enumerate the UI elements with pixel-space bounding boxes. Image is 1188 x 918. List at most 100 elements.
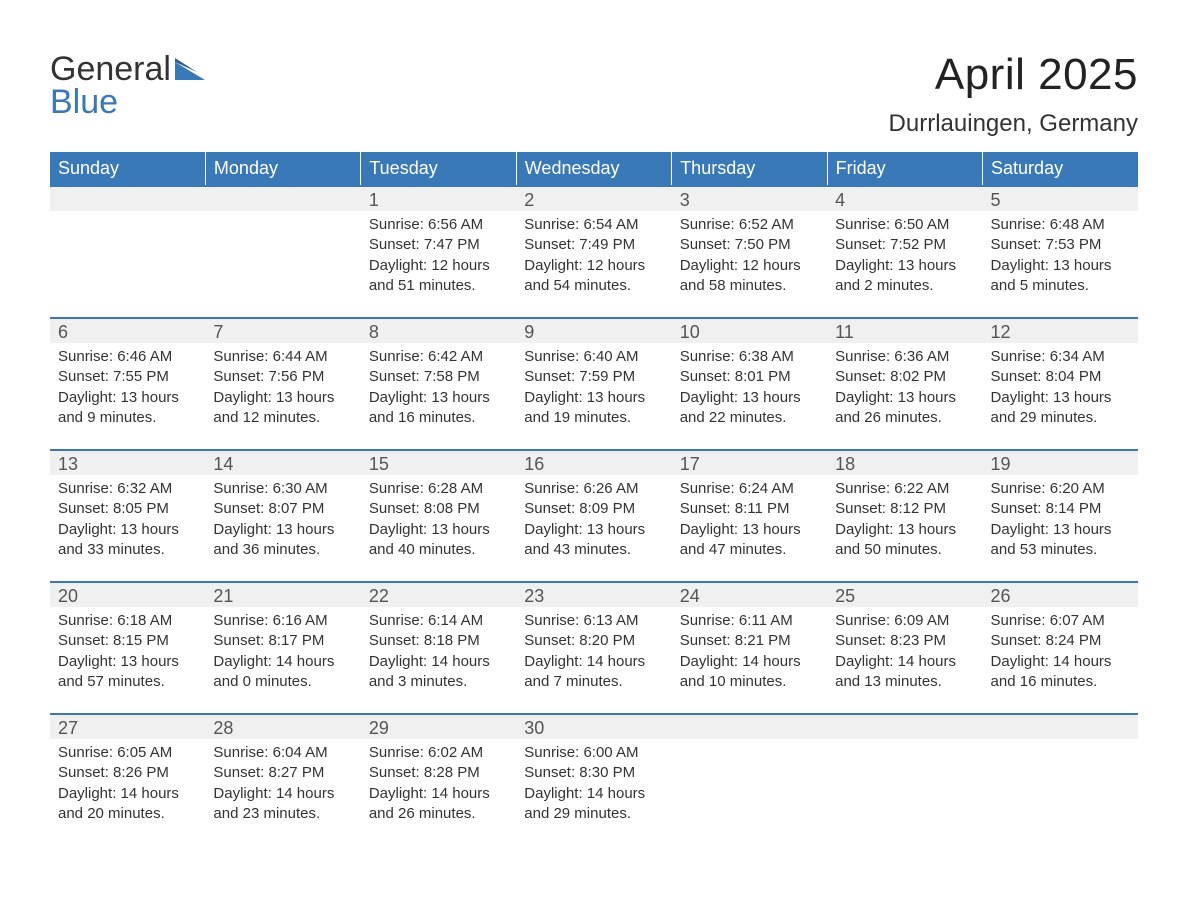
day-number: 9 bbox=[516, 317, 671, 343]
day-number: 21 bbox=[205, 581, 360, 607]
daylight-line: Daylight: 13 hours and 43 minutes. bbox=[524, 520, 663, 561]
calendar-day-cell: 22Sunrise: 6:14 AMSunset: 8:18 PMDayligh… bbox=[361, 581, 516, 713]
calendar-day-cell: 30Sunrise: 6:00 AMSunset: 8:30 PMDayligh… bbox=[516, 713, 671, 845]
sunrise-line: Sunrise: 6:20 AM bbox=[991, 479, 1130, 499]
day-details bbox=[983, 739, 1138, 839]
sunrise-line: Sunrise: 6:07 AM bbox=[991, 611, 1130, 631]
day-number: 7 bbox=[205, 317, 360, 343]
day-details: Sunrise: 6:32 AMSunset: 8:05 PMDaylight:… bbox=[50, 475, 205, 575]
day-number: 6 bbox=[50, 317, 205, 343]
sunset-line: Sunset: 8:30 PM bbox=[524, 763, 663, 783]
daylight-line: Daylight: 13 hours and 33 minutes. bbox=[58, 520, 197, 561]
sunset-line: Sunset: 8:08 PM bbox=[369, 499, 508, 519]
sunset-line: Sunset: 7:49 PM bbox=[524, 235, 663, 255]
day-details: Sunrise: 6:13 AMSunset: 8:20 PMDaylight:… bbox=[516, 607, 671, 707]
sunset-line: Sunset: 8:04 PM bbox=[991, 367, 1130, 387]
flag-icon bbox=[175, 50, 209, 89]
day-details: Sunrise: 6:09 AMSunset: 8:23 PMDaylight:… bbox=[827, 607, 982, 707]
calendar-day-cell: 6Sunrise: 6:46 AMSunset: 7:55 PMDaylight… bbox=[50, 317, 205, 449]
weekday-header: Monday bbox=[205, 152, 360, 185]
calendar-day-cell: 5Sunrise: 6:48 AMSunset: 7:53 PMDaylight… bbox=[983, 185, 1138, 317]
calendar-day-cell: 26Sunrise: 6:07 AMSunset: 8:24 PMDayligh… bbox=[983, 581, 1138, 713]
daylight-line: Daylight: 14 hours and 0 minutes. bbox=[213, 652, 352, 693]
calendar-day-cell bbox=[983, 713, 1138, 845]
sunrise-line: Sunrise: 6:26 AM bbox=[524, 479, 663, 499]
calendar-day-cell: 16Sunrise: 6:26 AMSunset: 8:09 PMDayligh… bbox=[516, 449, 671, 581]
sunset-line: Sunset: 8:09 PM bbox=[524, 499, 663, 519]
daylight-line: Daylight: 13 hours and 26 minutes. bbox=[835, 388, 974, 429]
day-number bbox=[983, 713, 1138, 739]
calendar-week-row: 13Sunrise: 6:32 AMSunset: 8:05 PMDayligh… bbox=[50, 449, 1138, 581]
calendar-week-row: 6Sunrise: 6:46 AMSunset: 7:55 PMDaylight… bbox=[50, 317, 1138, 449]
day-number: 15 bbox=[361, 449, 516, 475]
daylight-line: Daylight: 13 hours and 36 minutes. bbox=[213, 520, 352, 561]
day-number: 8 bbox=[361, 317, 516, 343]
daylight-line: Daylight: 14 hours and 16 minutes. bbox=[991, 652, 1130, 693]
daylight-line: Daylight: 14 hours and 29 minutes. bbox=[524, 784, 663, 825]
calendar-week-row: 20Sunrise: 6:18 AMSunset: 8:15 PMDayligh… bbox=[50, 581, 1138, 713]
daylight-line: Daylight: 13 hours and 50 minutes. bbox=[835, 520, 974, 561]
calendar-day-cell: 3Sunrise: 6:52 AMSunset: 7:50 PMDaylight… bbox=[672, 185, 827, 317]
sunset-line: Sunset: 8:14 PM bbox=[991, 499, 1130, 519]
calendar-day-cell: 10Sunrise: 6:38 AMSunset: 8:01 PMDayligh… bbox=[672, 317, 827, 449]
page-title: April 2025 bbox=[889, 50, 1138, 100]
day-number: 24 bbox=[672, 581, 827, 607]
day-details: Sunrise: 6:36 AMSunset: 8:02 PMDaylight:… bbox=[827, 343, 982, 443]
sunset-line: Sunset: 8:28 PM bbox=[369, 763, 508, 783]
weekday-header: Friday bbox=[827, 152, 982, 185]
day-number: 1 bbox=[361, 185, 516, 211]
sunrise-line: Sunrise: 6:13 AM bbox=[524, 611, 663, 631]
day-details: Sunrise: 6:24 AMSunset: 8:11 PMDaylight:… bbox=[672, 475, 827, 575]
day-number: 29 bbox=[361, 713, 516, 739]
weekday-header: Tuesday bbox=[361, 152, 516, 185]
day-details: Sunrise: 6:52 AMSunset: 7:50 PMDaylight:… bbox=[672, 211, 827, 311]
sunset-line: Sunset: 8:17 PM bbox=[213, 631, 352, 651]
sunrise-line: Sunrise: 6:42 AM bbox=[369, 347, 508, 367]
sunrise-line: Sunrise: 6:28 AM bbox=[369, 479, 508, 499]
day-number: 30 bbox=[516, 713, 671, 739]
daylight-line: Daylight: 12 hours and 51 minutes. bbox=[369, 256, 508, 297]
sunset-line: Sunset: 7:50 PM bbox=[680, 235, 819, 255]
day-number bbox=[205, 185, 360, 211]
sunrise-line: Sunrise: 6:54 AM bbox=[524, 215, 663, 235]
sunset-line: Sunset: 8:18 PM bbox=[369, 631, 508, 651]
calendar-day-cell: 17Sunrise: 6:24 AMSunset: 8:11 PMDayligh… bbox=[672, 449, 827, 581]
weekday-header: Saturday bbox=[983, 152, 1138, 185]
day-number: 4 bbox=[827, 185, 982, 211]
sunset-line: Sunset: 8:05 PM bbox=[58, 499, 197, 519]
sunset-line: Sunset: 8:01 PM bbox=[680, 367, 819, 387]
sunrise-line: Sunrise: 6:22 AM bbox=[835, 479, 974, 499]
sunset-line: Sunset: 8:27 PM bbox=[213, 763, 352, 783]
day-details: Sunrise: 6:38 AMSunset: 8:01 PMDaylight:… bbox=[672, 343, 827, 443]
sunrise-line: Sunrise: 6:02 AM bbox=[369, 743, 508, 763]
day-number: 13 bbox=[50, 449, 205, 475]
day-details: Sunrise: 6:56 AMSunset: 7:47 PMDaylight:… bbox=[361, 211, 516, 311]
sunrise-line: Sunrise: 6:48 AM bbox=[991, 215, 1130, 235]
daylight-line: Daylight: 14 hours and 7 minutes. bbox=[524, 652, 663, 693]
brand-text-2: Blue bbox=[50, 83, 118, 122]
daylight-line: Daylight: 13 hours and 9 minutes. bbox=[58, 388, 197, 429]
calendar-week-row: 27Sunrise: 6:05 AMSunset: 8:26 PMDayligh… bbox=[50, 713, 1138, 845]
day-number: 2 bbox=[516, 185, 671, 211]
day-number: 25 bbox=[827, 581, 982, 607]
daylight-line: Daylight: 13 hours and 47 minutes. bbox=[680, 520, 819, 561]
calendar-body: 1Sunrise: 6:56 AMSunset: 7:47 PMDaylight… bbox=[50, 185, 1138, 845]
calendar-day-cell: 13Sunrise: 6:32 AMSunset: 8:05 PMDayligh… bbox=[50, 449, 205, 581]
day-details: Sunrise: 6:48 AMSunset: 7:53 PMDaylight:… bbox=[983, 211, 1138, 311]
day-details: Sunrise: 6:04 AMSunset: 8:27 PMDaylight:… bbox=[205, 739, 360, 839]
header: General Blue April 2025 Durrlauingen, Ge… bbox=[50, 50, 1138, 138]
day-details bbox=[672, 739, 827, 839]
sunset-line: Sunset: 7:55 PM bbox=[58, 367, 197, 387]
sunrise-line: Sunrise: 6:50 AM bbox=[835, 215, 974, 235]
sunrise-line: Sunrise: 6:44 AM bbox=[213, 347, 352, 367]
day-details: Sunrise: 6:05 AMSunset: 8:26 PMDaylight:… bbox=[50, 739, 205, 839]
weekday-header-row: Sunday Monday Tuesday Wednesday Thursday… bbox=[50, 152, 1138, 185]
day-details bbox=[827, 739, 982, 839]
sunset-line: Sunset: 7:47 PM bbox=[369, 235, 508, 255]
day-number: 26 bbox=[983, 581, 1138, 607]
daylight-line: Daylight: 13 hours and 53 minutes. bbox=[991, 520, 1130, 561]
weekday-header: Wednesday bbox=[516, 152, 671, 185]
day-details: Sunrise: 6:44 AMSunset: 7:56 PMDaylight:… bbox=[205, 343, 360, 443]
daylight-line: Daylight: 13 hours and 22 minutes. bbox=[680, 388, 819, 429]
sunrise-line: Sunrise: 6:34 AM bbox=[991, 347, 1130, 367]
